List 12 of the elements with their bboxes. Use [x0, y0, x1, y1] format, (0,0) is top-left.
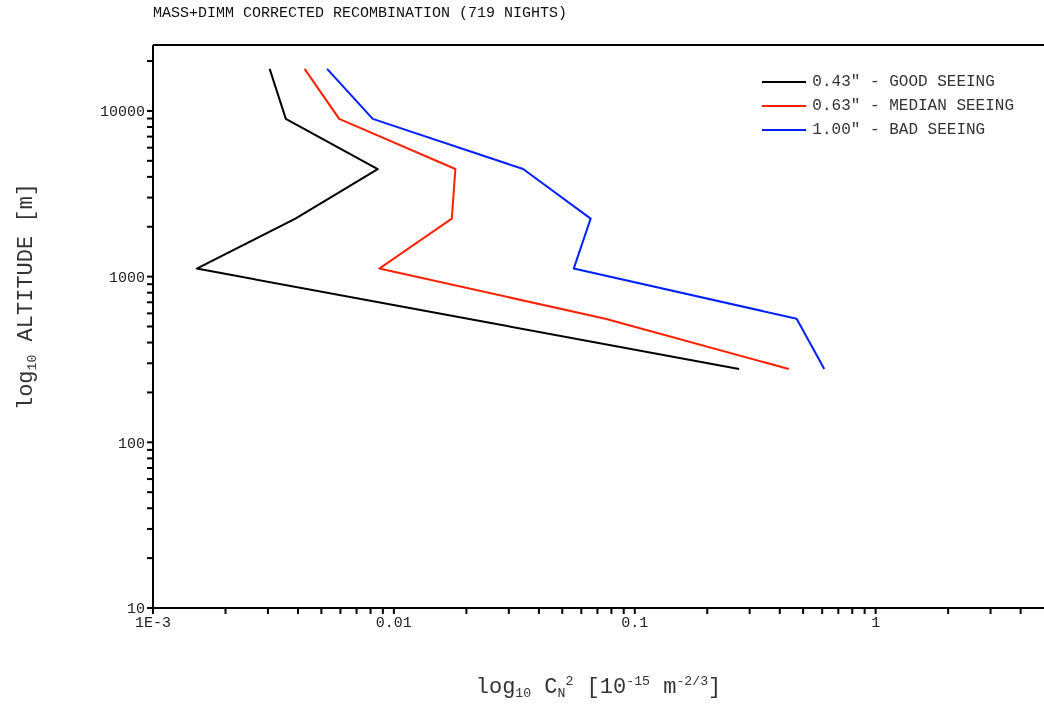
x-tick-label: 1E-3	[134, 614, 172, 632]
x-tick-label: 0.01	[375, 614, 412, 632]
legend-label: 0.63" - MEDIAN SEEING	[812, 96, 1014, 117]
legend-label: 1.00" - BAD SEEING	[812, 120, 986, 141]
chart-title: MASS+DIMM CORRECTED RECOMBINATION (719 NIGHTS)	[153, 5, 568, 22]
y-tick-label: 100	[117, 435, 145, 453]
y-tick-label: 1000	[108, 269, 145, 287]
x-tick-label: 1	[871, 614, 881, 632]
x-tick-label: 0.1	[621, 614, 649, 632]
y-tick-label: 10000	[99, 104, 145, 122]
text: log$_{10}$ C$_{N}$$^{2}$ [10$^{-15}$ m$^{-2/3}$]	[475, 674, 722, 701]
legend-label: 0.43" - GOOD SEEING	[812, 72, 995, 93]
